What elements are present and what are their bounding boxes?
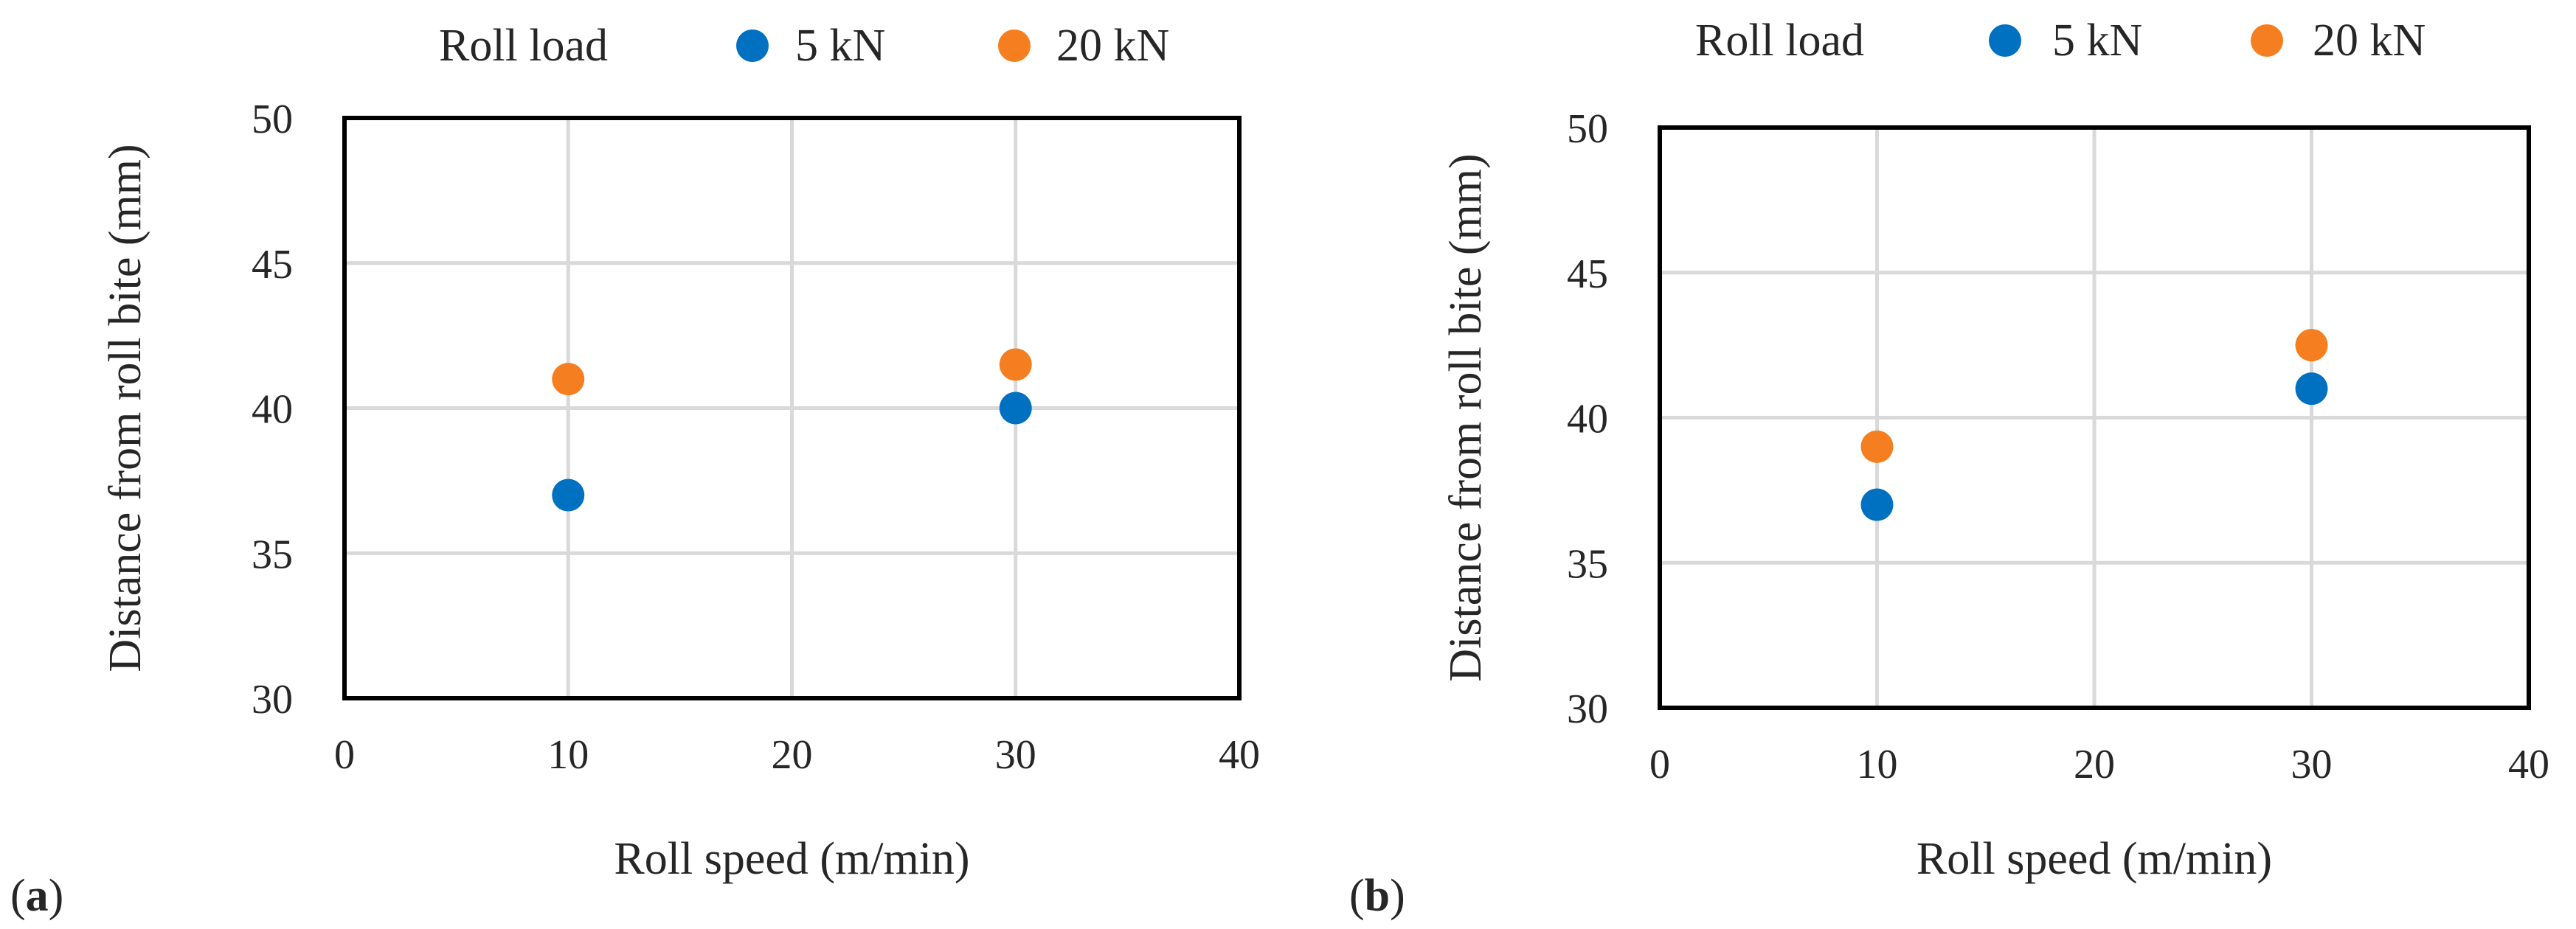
x-tick-label: 20 bbox=[772, 732, 813, 778]
y-tick-label: 30 bbox=[252, 677, 293, 723]
x-axis-title: Roll speed (m/min) bbox=[614, 834, 969, 884]
plot-frame bbox=[342, 116, 1242, 700]
legend-entry-label: 20 kN bbox=[2313, 15, 2426, 66]
panel-label-open-paren: ( bbox=[10, 871, 26, 921]
y-tick-label: 40 bbox=[252, 387, 293, 433]
y-tick-label: 40 bbox=[1567, 397, 1608, 442]
x-tick-label: 0 bbox=[334, 732, 355, 778]
x-tick-label: 40 bbox=[1219, 732, 1260, 778]
y-axis-title: Distance from roll bite (mm) bbox=[100, 144, 150, 672]
x-tick-label: 10 bbox=[1857, 742, 1898, 787]
y-tick-label: 35 bbox=[252, 532, 293, 577]
data-point bbox=[2295, 372, 2328, 406]
data-point bbox=[999, 348, 1032, 381]
y-tick-label: 30 bbox=[1567, 686, 1608, 732]
plot-frame bbox=[1658, 125, 2531, 710]
x-axis-title: Roll speed (m/min) bbox=[1917, 834, 2272, 884]
legend-title: Roll load bbox=[1695, 15, 1864, 66]
y-tick-label: 50 bbox=[252, 97, 293, 142]
panel-label: (a) bbox=[10, 871, 63, 921]
data-point bbox=[2295, 329, 2328, 362]
panel-b: 0 10 20 30 40 30 35 40 45 50 Roll speed (m/min) Dis… bbox=[1349, 15, 2549, 921]
legend-title: Roll load bbox=[439, 21, 608, 71]
panel-label-letter: b bbox=[1365, 871, 1390, 921]
legend-marker-1 bbox=[998, 29, 1031, 62]
x-tick-label: 30 bbox=[2291, 742, 2333, 787]
panel-label: (b) bbox=[1349, 871, 1405, 921]
legend-marker-0 bbox=[736, 29, 769, 62]
data-point bbox=[552, 363, 585, 396]
x-tick-label: 20 bbox=[2074, 742, 2115, 787]
panel-a: 0 10 20 30 40 30 35 40 45 50 Roll speed (m/min) Dis… bbox=[10, 21, 1260, 921]
legend-entry-label: 5 kN bbox=[795, 21, 885, 71]
panel-label-close-paren: ) bbox=[1390, 871, 1405, 921]
x-tick-label: 40 bbox=[2508, 742, 2549, 787]
y-tick-label: 50 bbox=[1567, 106, 1608, 152]
y-tick-label: 45 bbox=[1567, 251, 1608, 297]
y-tick-label: 35 bbox=[1567, 541, 1608, 587]
x-tick-label: 10 bbox=[547, 732, 589, 778]
x-tick-label: 30 bbox=[995, 732, 1036, 778]
legend: Roll load 5 kN 20 kN bbox=[439, 21, 1169, 71]
x-tick-label: 0 bbox=[1649, 742, 1670, 787]
legend-entry-label: 5 kN bbox=[2052, 15, 2142, 66]
legend-entry-label: 20 kN bbox=[1056, 21, 1169, 71]
y-tick-label: 45 bbox=[252, 242, 293, 288]
data-point bbox=[1860, 488, 1894, 521]
legend-marker-0 bbox=[1989, 24, 2021, 57]
panel-label-letter: a bbox=[26, 871, 49, 921]
legend: Roll load 5 kN 20 kN bbox=[1695, 15, 2426, 66]
panel-label-open-paren: ( bbox=[1349, 871, 1365, 921]
data-point bbox=[552, 479, 585, 512]
data-point bbox=[1860, 430, 1894, 463]
data-point bbox=[999, 392, 1032, 425]
y-axis-title: Distance from roll bite (mm) bbox=[1441, 153, 1491, 681]
panel-label-close-paren: ) bbox=[49, 871, 64, 921]
legend-marker-1 bbox=[2251, 24, 2283, 57]
